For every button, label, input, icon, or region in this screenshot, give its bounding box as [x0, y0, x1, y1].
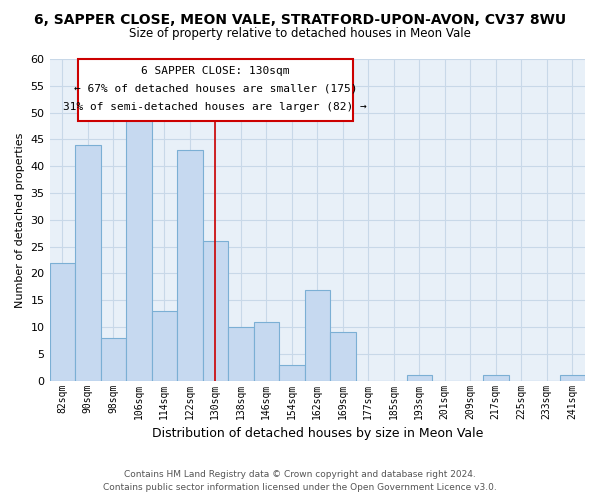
- Bar: [152, 311, 177, 380]
- Bar: [407, 376, 432, 380]
- Bar: [203, 242, 228, 380]
- Text: Size of property relative to detached houses in Meon Vale: Size of property relative to detached ho…: [129, 28, 471, 40]
- Bar: [305, 290, 330, 380]
- Bar: [279, 364, 305, 380]
- Bar: [330, 332, 356, 380]
- Text: ← 67% of detached houses are smaller (175): ← 67% of detached houses are smaller (17…: [74, 84, 357, 94]
- Bar: [126, 112, 152, 380]
- Text: 6 SAPPER CLOSE: 130sqm: 6 SAPPER CLOSE: 130sqm: [141, 66, 290, 76]
- FancyBboxPatch shape: [77, 59, 353, 120]
- Bar: [483, 376, 509, 380]
- Bar: [560, 376, 585, 380]
- Bar: [50, 262, 75, 380]
- Text: Contains HM Land Registry data © Crown copyright and database right 2024.
Contai: Contains HM Land Registry data © Crown c…: [103, 470, 497, 492]
- Bar: [101, 338, 126, 380]
- Bar: [228, 327, 254, 380]
- Bar: [177, 150, 203, 380]
- Y-axis label: Number of detached properties: Number of detached properties: [15, 132, 25, 308]
- X-axis label: Distribution of detached houses by size in Meon Vale: Distribution of detached houses by size …: [152, 427, 483, 440]
- Bar: [75, 145, 101, 380]
- Bar: [254, 322, 279, 380]
- Text: 31% of semi-detached houses are larger (82) →: 31% of semi-detached houses are larger (…: [64, 102, 367, 112]
- Text: 6, SAPPER CLOSE, MEON VALE, STRATFORD-UPON-AVON, CV37 8WU: 6, SAPPER CLOSE, MEON VALE, STRATFORD-UP…: [34, 12, 566, 26]
